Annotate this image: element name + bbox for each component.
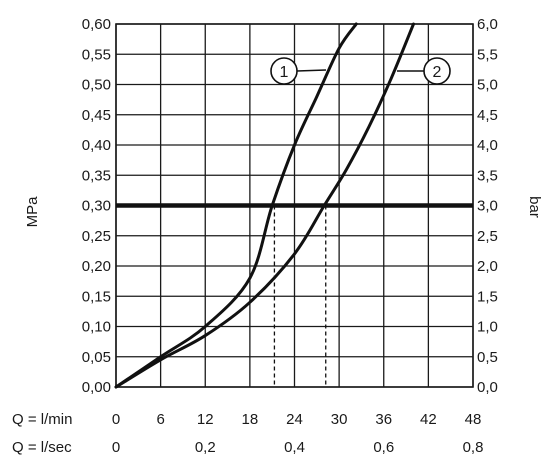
left-axis-tick-label: 0,25 (82, 228, 111, 245)
right-axis-tick-label: 1,0 (477, 319, 498, 336)
left-axis-tick-label: 0,50 (82, 77, 111, 94)
x-axis-lmin-ticks: 0 6 12 18 24 30 36 42 48 (112, 411, 482, 428)
left-axis-tick-label: 0,05 (82, 349, 111, 366)
callout-circle-2 (423, 57, 451, 85)
left-axis-tick-label: 0,45 (82, 107, 111, 124)
series-line-2 (114, 22, 415, 389)
right-axis-tick-label: 1,5 (477, 288, 498, 305)
left-axis-tick-label: 0,00 (82, 379, 111, 396)
left-axis-tick-label: 0,15 (82, 288, 111, 305)
x-axis-lmin-prefix: Q = l/min (12, 411, 72, 428)
callout-circle-1 (270, 57, 298, 85)
right-axis-tick-label: 3,5 (477, 167, 498, 184)
x-axis-lmin-tick-label: 48 (465, 411, 482, 428)
x-axis-lsec-tick-label: 0,6 (373, 439, 394, 456)
left-axis-tick-label: 0,20 (82, 258, 111, 275)
x-axis-lmin-tick-label: 18 (242, 411, 259, 428)
left-axis-tick-label: 0,40 (82, 137, 111, 154)
right-axis-tick-label: 4,5 (477, 107, 498, 124)
left-axis-title: MPa (24, 196, 41, 228)
x-axis-lmin-tick-label: 12 (197, 411, 214, 428)
right-axis-tick-label: 0,0 (477, 379, 498, 396)
x-axis-lmin-tick-label: 24 (286, 411, 303, 428)
drop-lines (273, 205, 327, 387)
right-axis-tick-label: 0,5 (477, 349, 498, 366)
x-axis-lmin-tick-label: 6 (156, 411, 164, 428)
x-axis-lsec-prefix: Q = l/sec (12, 439, 72, 456)
right-axis-tick-label: 5,0 (477, 77, 498, 94)
x-axis-lsec-tick-label: 0,2 (195, 439, 216, 456)
x-axis-lmin-tick-label: 0 (112, 411, 120, 428)
callout-label-2: 2 (433, 64, 442, 81)
right-axis-ticks: 0,0 0,5 1,0 1,5 2,0 2,5 3,0 3,5 4,0 4,5 5,0 5,5 6,0 (477, 16, 498, 396)
left-axis-ticks: 0,00 0,05 0,10 0,15 0,20 0,25 0,30 0,35 0,40 0,45… (82, 16, 111, 396)
right-axis-tick-label: 6,0 (477, 16, 498, 33)
left-axis-tick-label: 0,30 (82, 198, 111, 215)
x-axis-lmin-tick-label: 42 (420, 411, 437, 428)
series-line-1 (114, 22, 358, 389)
right-axis-tick-label: 4,0 (477, 137, 498, 154)
left-axis-tick-label: 0,10 (82, 319, 111, 336)
x-axis-lsec-tick-label: 0 (112, 439, 120, 456)
right-axis-title: bar (526, 196, 543, 218)
x-axis-lsec-tick-label: 0,4 (284, 439, 305, 456)
callout-label-1: 1 (280, 64, 289, 81)
left-axis-tick-label: 0,35 (82, 167, 111, 184)
x-axis-lsec-tick-label: 0,8 (463, 439, 484, 456)
x-axis-lmin-tick-label: 30 (331, 411, 348, 428)
right-axis-tick-label: 3,0 (477, 198, 498, 215)
left-axis-tick-label: 0,60 (82, 16, 111, 33)
series-lines (114, 22, 415, 389)
x-axis-lmin-tick-label: 36 (375, 411, 392, 428)
x-axis-lsec-ticks: 0 0,2 0,4 0,6 0,8 (112, 439, 484, 456)
right-axis-tick-label: 2,5 (477, 228, 498, 245)
callout-leader-1 (296, 69, 327, 72)
right-axis-tick-label: 5,5 (477, 46, 498, 63)
right-axis-tick-label: 2,0 (477, 258, 498, 275)
left-axis-tick-label: 0,55 (82, 46, 111, 63)
